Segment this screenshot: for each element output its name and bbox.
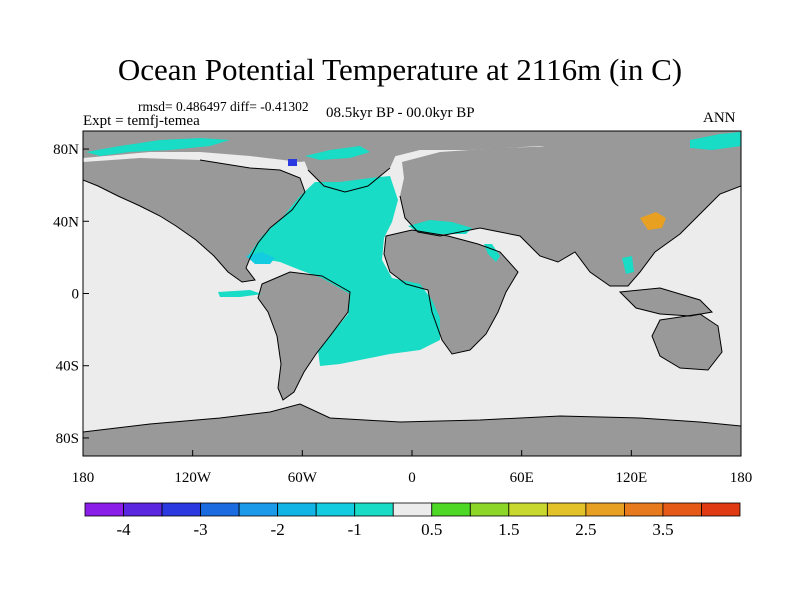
colorbar-label: -4 [116,520,131,539]
coastline-greenland [307,167,391,193]
mediterranean-anomaly [408,220,472,234]
west-pacific-anomaly [622,256,634,274]
arctic-land [83,131,741,162]
coastline-maritime [618,287,714,317]
x-tick-label: 120W [174,470,212,486]
x-axis-ticks: 180 120W 60W 0 60E 120E 180 [72,450,753,486]
coastline-australia [651,313,723,371]
colorbar-bin [123,502,163,517]
y-tick-label: 0 [72,287,80,303]
coastline-antarctica [83,403,741,433]
colorbar-label: -3 [194,520,208,539]
colorbar-label: 2.5 [575,520,596,539]
arctic-anomaly-east [690,132,741,150]
y-tick-label: 80N [53,142,79,158]
arctic-anomaly-west [86,138,230,156]
colorbar-bin [431,502,471,517]
y-tick-label: 80S [56,431,79,447]
experiment-label: Expt = temfj-temea [83,113,200,129]
north-america-land [83,158,305,282]
y-tick-label: 40N [53,214,79,230]
colorbar-bin [277,502,317,517]
colorbar-bin [469,502,510,517]
colorbar-bin [585,502,625,517]
coastline-africa [383,229,519,355]
colorbar-bin [546,502,587,517]
y-tick-label: 40S [56,359,79,375]
season-label: ANN [703,110,736,126]
colorbar-bin [508,502,548,517]
y-axis-ticks: 80N 40N 0 40S 80S [53,142,89,447]
colorbar-label: 3.5 [652,520,673,539]
colorbar-label: 1.5 [498,520,519,539]
australia-land [652,314,722,370]
pacific-anomaly-strip [218,290,262,297]
caribbean-anomaly [246,252,275,264]
colorbar-label: 0.5 [421,520,442,539]
coastline-north-america [83,159,306,283]
x-tick-label: 180 [730,470,753,486]
colorbar-bin [84,502,124,517]
colorbar-label: -2 [271,520,285,539]
china-warm-anomaly [640,212,666,230]
barents-strong-anomaly [288,159,297,166]
colorbar-label: -1 [348,520,362,539]
x-tick-label: 0 [408,470,416,486]
atlantic-anomaly [248,176,440,366]
colorbar-bin [354,502,394,517]
x-tick-label: 60W [288,470,318,486]
colorbar-bin [238,502,279,517]
colorbar-bin [624,502,664,517]
x-tick-label: 60E [510,470,534,486]
x-tick-label: 120E [615,470,647,486]
maritime-continent-land [620,288,712,316]
africa-land [384,230,518,354]
x-tick-label: 180 [72,470,95,486]
red-sea-anomaly [484,244,500,262]
time-period-label: 08.5kyr BP - 00.0kyr BP [326,105,475,121]
antarctica-land [83,404,741,456]
map-title: Ocean Potential Temperature at 2116m (in… [117,52,683,87]
colorbar-bin [392,502,433,517]
colorbar-bin [161,502,201,517]
arctic-anomaly-central [305,146,370,160]
colorbar-bin [315,502,356,517]
coastline-south-america [257,271,351,401]
colorbar-bin [662,502,702,517]
colorbar-bin [701,502,741,517]
rmsd-diff-stats: rmsd= 0.486497 diff= -0.41302 [138,99,309,114]
colorbar-bin [200,502,240,517]
